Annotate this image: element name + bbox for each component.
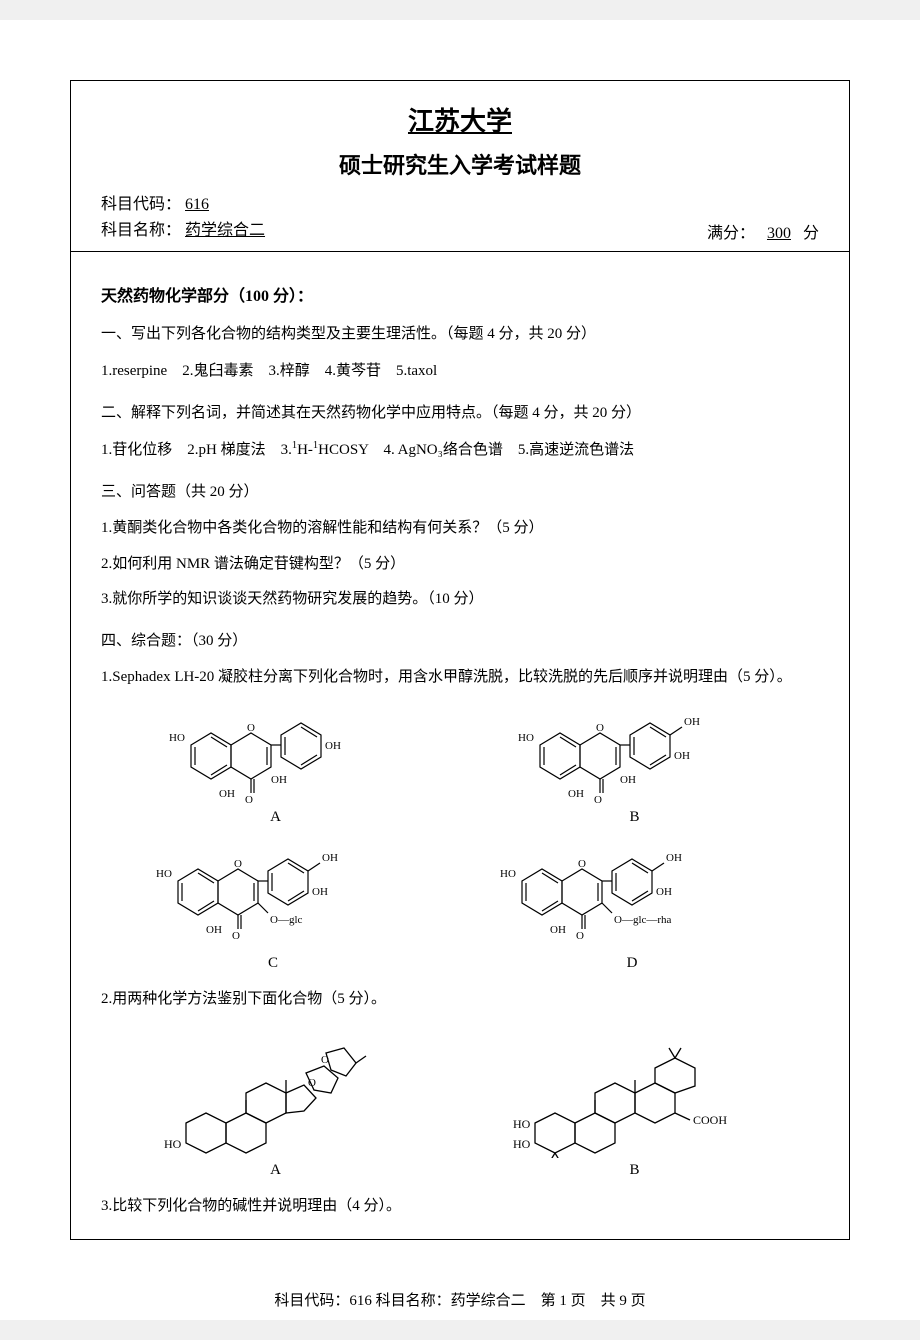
svg-text:OH: OH — [684, 716, 700, 728]
svg-text:O: O — [578, 858, 586, 870]
flavone-D-structure: HO OH O O OH OH O—glc—rha — [492, 841, 772, 951]
svg-text:O: O — [234, 858, 242, 870]
svg-text:OH: OH — [312, 886, 328, 898]
q2-suffix: HCOSY 4. AgNO₃络合色谱 5.高速逆流色谱法 — [318, 442, 634, 458]
label-B: B — [510, 809, 760, 826]
svg-text:O—glc: O—glc — [270, 914, 303, 926]
exam-page: 江苏大学 硕士研究生入学考试样题 科目代码： 616 科目名称： 药学综合二 满… — [0, 20, 920, 1320]
svg-text:O—glc—rha: O—glc—rha — [614, 914, 672, 926]
svg-text:OH: OH — [219, 788, 235, 800]
score-value: 300 — [759, 225, 799, 242]
svg-text:O: O — [596, 722, 604, 734]
flavone-B-structure: HO OH O O OH OH OH — [510, 705, 760, 805]
q3-heading: 三、问答题（共 20 分） — [101, 480, 819, 504]
q2-heading: 二、解释下列名词，并简述其在天然药物化学中应用特点。（每题 4 分，共 20 分… — [101, 401, 819, 425]
svg-text:OH: OH — [325, 740, 341, 752]
svg-text:COOH: COOH — [693, 1113, 727, 1127]
code-label: 科目代码： — [101, 196, 181, 213]
svg-text:HO: HO — [164, 1137, 182, 1151]
subject-info: 科目代码： 616 科目名称： 药学综合二 — [101, 192, 265, 243]
triterpene-B-structure: HO HO COOH — [505, 1028, 765, 1158]
compound-2B: HO HO COOH B — [505, 1028, 765, 1179]
svg-text:O: O — [594, 794, 602, 805]
q3-sub1: 1.黄酮类化合物中各类化合物的溶解性能和结构有何关系？（5 分） — [101, 516, 819, 542]
exam-title: 硕士研究生入学考试样题 — [101, 148, 819, 180]
compound-2A: HO O O A — [156, 1028, 396, 1179]
score-unit: 分 — [803, 225, 819, 242]
chem-row-3: HO O O A — [101, 1028, 819, 1179]
svg-text:OH: OH — [656, 886, 672, 898]
svg-text:O: O — [308, 1077, 316, 1089]
svg-text:O: O — [576, 930, 584, 942]
compound-C: HO OH O O OH OH O—glc C — [148, 841, 398, 972]
q1-heading: 一、写出下列各化合物的结构类型及主要生理活性。（每题 4 分，共 20 分） — [101, 322, 819, 346]
q4-sub3: 3.比较下列化合物的碱性并说明理由（4 分）。 — [101, 1194, 819, 1220]
label-2B: B — [505, 1162, 765, 1179]
svg-text:O: O — [321, 1054, 329, 1066]
score-info: 满分： 300 分 — [707, 219, 819, 243]
q1-items: 1.reserpine 2.鬼臼毒素 3.梓醇 4.黄芩苷 5.taxol — [101, 358, 819, 385]
compound-A: HO OH O O OH OH A — [161, 705, 391, 826]
q4-sub2: 2.用两种化学方法鉴别下面化合物（5 分）。 — [101, 987, 819, 1013]
university-name: 江苏大学 — [101, 101, 819, 138]
svg-text:HO: HO — [500, 868, 516, 880]
label-C: C — [148, 955, 398, 972]
svg-text:OH: OH — [620, 774, 636, 786]
flavone-C-structure: HO OH O O OH OH O—glc — [148, 841, 398, 951]
q2-items: 1.苷化位移 2.pH 梯度法 3.1H-1HCOSY 4. AgNO₃络合色谱… — [101, 437, 819, 464]
header-divider — [71, 251, 849, 252]
svg-text:OH: OH — [271, 774, 287, 786]
svg-text:HO: HO — [513, 1137, 531, 1151]
compound-B: HO OH O O OH OH OH B — [510, 705, 760, 826]
q4-sub1: 1.Sephadex LH-20 凝胶柱分离下列化合物时，用含水甲醇洗脱，比较洗… — [101, 665, 819, 691]
name-value: 药学综合二 — [185, 218, 265, 244]
label-A: A — [161, 809, 391, 826]
q3-sub3: 3.就你所学的知识谈谈天然药物研究发展的趋势。（10 分） — [101, 587, 819, 613]
svg-text:HO: HO — [513, 1117, 531, 1131]
svg-text:O: O — [247, 722, 255, 734]
chem-row-2: HO OH O O OH OH O—glc C — [101, 841, 819, 972]
label-D: D — [492, 955, 772, 972]
svg-text:OH: OH — [550, 924, 566, 936]
header-info-row: 科目代码： 616 科目名称： 药学综合二 满分： 300 分 — [101, 192, 819, 251]
svg-text:OH: OH — [568, 788, 584, 800]
svg-text:HO: HO — [518, 732, 534, 744]
q3-sub2: 2.如何利用 NMR 谱法确定苷键构型？（5 分） — [101, 552, 819, 578]
svg-text:OH: OH — [666, 852, 682, 864]
section-1-title: 天然药物化学部分（100 分）： — [101, 282, 819, 306]
code-value: 616 — [185, 192, 265, 218]
svg-text:OH: OH — [206, 924, 222, 936]
svg-text:O: O — [245, 794, 253, 805]
svg-text:O: O — [232, 930, 240, 942]
svg-text:HO: HO — [169, 732, 185, 744]
q2-prefix: 1.苷化位移 2.pH 梯度法 3. — [101, 442, 292, 458]
svg-text:HO: HO — [156, 868, 172, 880]
q4-heading: 四、综合题：（30 分） — [101, 629, 819, 653]
steroid-A-structure: HO O O — [156, 1028, 396, 1158]
score-label: 满分： — [707, 225, 755, 242]
content-border: 江苏大学 硕士研究生入学考试样题 科目代码： 616 科目名称： 药学综合二 满… — [70, 80, 850, 1240]
label-2A: A — [156, 1162, 396, 1179]
name-label: 科目名称： — [101, 222, 181, 239]
flavone-A-structure: HO OH O O OH OH — [161, 705, 391, 805]
compound-D: HO OH O O OH OH O—glc—rha D — [492, 841, 772, 972]
svg-text:OH: OH — [322, 852, 338, 864]
chem-row-1: HO OH O O OH OH A — [101, 705, 819, 826]
svg-text:OH: OH — [674, 750, 690, 762]
